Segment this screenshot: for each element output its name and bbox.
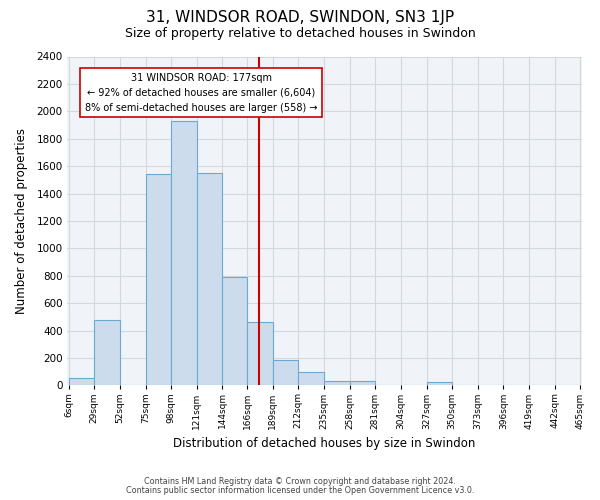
Bar [171,121,197,386]
Bar [298,372,324,386]
Text: Contains HM Land Registry data © Crown copyright and database right 2024.: Contains HM Land Registry data © Crown c… [144,477,456,486]
X-axis label: Distribution of detached houses by size in Swindon: Distribution of detached houses by size … [173,437,476,450]
Bar [146,174,171,386]
Bar [247,322,272,386]
Bar [272,360,298,386]
Bar [197,173,223,386]
Y-axis label: Number of detached properties: Number of detached properties [15,128,28,314]
Bar [427,382,452,386]
Bar [94,320,120,386]
Text: Size of property relative to detached houses in Swindon: Size of property relative to detached ho… [125,28,475,40]
Text: Contains public sector information licensed under the Open Government Licence v3: Contains public sector information licen… [126,486,474,495]
Bar [223,277,247,386]
Text: 31 WINDSOR ROAD: 177sqm
← 92% of detached houses are smaller (6,604)
8% of semi-: 31 WINDSOR ROAD: 177sqm ← 92% of detache… [85,73,317,112]
Bar [68,378,94,386]
Text: 31, WINDSOR ROAD, SWINDON, SN3 1JP: 31, WINDSOR ROAD, SWINDON, SN3 1JP [146,10,454,25]
Bar [324,380,350,386]
Bar [350,380,375,386]
